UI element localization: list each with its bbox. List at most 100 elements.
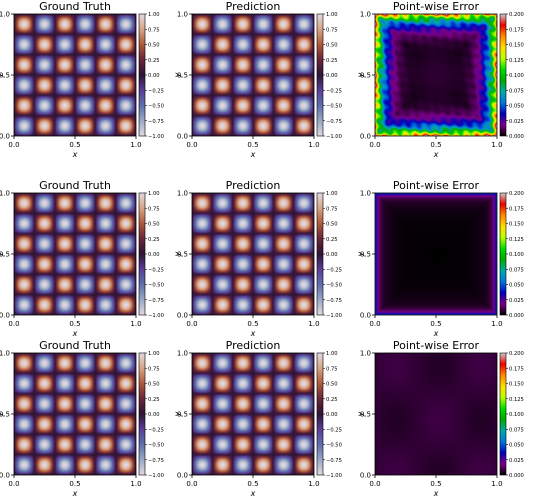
colorbar-tick-label: 0.125 [509, 58, 524, 64]
colorbar-tick-label: 0.075 [509, 88, 524, 94]
colorbar [499, 192, 507, 316]
colorbar-tick-label: 0.150 [509, 222, 524, 228]
x-axis-label: x [72, 150, 78, 159]
heatmap-image [192, 193, 314, 315]
colorbar [138, 352, 146, 476]
colorbar-tick-label: 0.50 [326, 43, 338, 49]
panel-r2-c2 [191, 192, 315, 316]
colorbar-tick-label: −1.00 [148, 313, 164, 319]
y-tick-label: 0.0 [360, 312, 371, 320]
x-axis-label: x [250, 150, 256, 159]
panel-r2-c1 [13, 192, 137, 316]
panel-title: Point-wise Error [393, 0, 480, 13]
colorbar-tick-label: 0.175 [509, 27, 524, 33]
colorbar-tick-label: 1.00 [326, 12, 338, 18]
colorbar-tick-label: −0.25 [148, 88, 164, 94]
panel-title: Prediction [226, 339, 281, 352]
colorbar-tick-label: 0.150 [509, 382, 524, 388]
colorbar-tick-label: −0.50 [326, 104, 342, 110]
colorbar-tick-label: 0.100 [509, 252, 524, 258]
colorbar-tick-label: −0.25 [326, 267, 342, 273]
colorbar-tick-label: 0.50 [326, 222, 338, 228]
y-tick-label: 0.0 [360, 133, 371, 141]
y-tick-label: 0.0 [177, 472, 188, 480]
panel-title: Prediction [226, 179, 281, 192]
colorbar-tick-label: −0.25 [148, 427, 164, 433]
colorbar-tick-label: 0.200 [509, 351, 524, 357]
colorbar-tick-label: 0.25 [326, 397, 338, 403]
y-tick-label: 1.0 [360, 11, 371, 19]
colorbar-tick-label: −1.00 [326, 313, 342, 319]
y-tick-label: 0.5 [360, 411, 371, 419]
colorbar-tick-label: 0.025 [509, 298, 524, 304]
x-axis-label: x [433, 329, 439, 338]
x-tick-label: 0.5 [69, 480, 80, 488]
colorbar-tick-label: 0.25 [148, 237, 160, 243]
x-tick-label: 0.5 [69, 141, 80, 149]
colorbar-tick-label: 0.25 [148, 397, 160, 403]
colorbar-tick-label: 0.000 [509, 134, 524, 140]
colorbar-tick-label: 0.75 [148, 27, 160, 33]
colorbar-tick-label: 1.00 [326, 351, 338, 357]
y-tick-label: 0.5 [0, 411, 10, 419]
x-tick-label: 0.5 [69, 320, 80, 328]
colorbar-tick-label: −0.75 [148, 119, 164, 125]
x-axis-label: x [72, 329, 78, 338]
x-tick-label: 0.0 [186, 141, 197, 149]
y-axis-label: y [173, 251, 182, 257]
colorbar-tick-label: 0.75 [326, 206, 338, 212]
colorbar-tick-label: 0.00 [148, 412, 160, 418]
y-tick-label: 1.0 [0, 350, 10, 358]
colorbar-tick-label: 0.25 [326, 237, 338, 243]
colorbar-tick-label: 0.00 [148, 252, 160, 258]
colorbar-tick-label: −0.50 [326, 283, 342, 289]
heatmap-image [14, 353, 136, 475]
x-tick-label: 1.0 [491, 320, 502, 328]
x-tick-label: 1.0 [130, 320, 141, 328]
y-tick-label: 0.0 [177, 312, 188, 320]
y-tick-label: 0.0 [0, 133, 10, 141]
colorbar-tick-label: 0.50 [148, 382, 160, 388]
y-axis-label: y [0, 251, 4, 257]
panel-title: Ground Truth [39, 0, 111, 13]
x-tick-label: 1.0 [308, 320, 319, 328]
y-axis-label: y [0, 72, 4, 78]
x-tick-label: 0.5 [247, 480, 258, 488]
y-axis-label: y [173, 72, 182, 78]
colorbar-tick-label: −1.00 [148, 473, 164, 479]
x-tick-label: 0.0 [186, 480, 197, 488]
y-tick-label: 1.0 [177, 190, 188, 198]
y-tick-label: 1.0 [0, 190, 10, 198]
panel-r1-c3 [374, 13, 498, 137]
y-tick-label: 0.0 [0, 472, 10, 480]
y-tick-label: 0.5 [177, 72, 188, 80]
colorbar-tick-label: −0.50 [326, 443, 342, 449]
y-tick-label: 1.0 [360, 190, 371, 198]
x-tick-label: 0.0 [186, 320, 197, 328]
colorbar-tick-label: 0.175 [509, 206, 524, 212]
x-tick-label: 0.5 [247, 141, 258, 149]
y-tick-label: 1.0 [360, 350, 371, 358]
colorbar-tick-label: 0.50 [148, 222, 160, 228]
panel-title: Point-wise Error [393, 179, 480, 192]
x-tick-label: 0.0 [369, 480, 380, 488]
colorbar-tick-label: 1.00 [148, 351, 160, 357]
colorbar [499, 13, 507, 137]
y-tick-label: 1.0 [177, 11, 188, 19]
panel-title: Point-wise Error [393, 339, 480, 352]
colorbar-tick-label: 0.025 [509, 458, 524, 464]
panel-r3-c2 [191, 352, 315, 476]
colorbar [138, 192, 146, 316]
y-tick-label: 0.5 [0, 251, 10, 259]
x-tick-label: 1.0 [130, 141, 141, 149]
colorbar [316, 352, 324, 476]
x-axis-label: x [433, 150, 439, 159]
colorbar-tick-label: 0.050 [509, 104, 524, 110]
y-tick-label: 0.5 [360, 72, 371, 80]
heatmap-image [192, 353, 314, 475]
y-axis-label: y [356, 72, 365, 78]
colorbar-tick-label: 0.00 [148, 73, 160, 79]
colorbar-tick-label: 0.100 [509, 412, 524, 418]
colorbar-tick-label: 0.000 [509, 313, 524, 319]
